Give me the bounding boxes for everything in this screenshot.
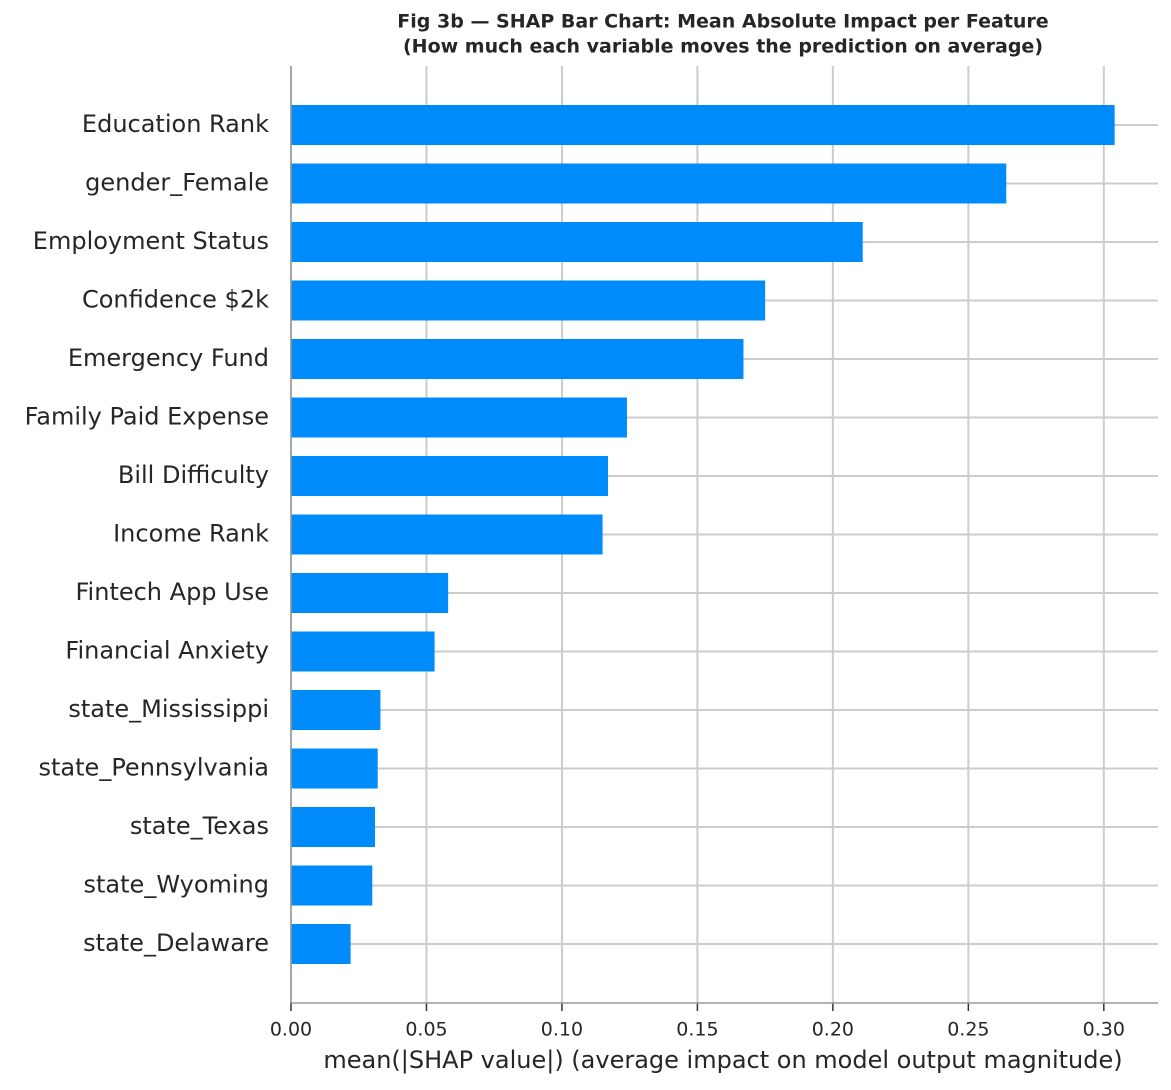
x-tick-label: 0.20: [812, 1019, 854, 1041]
y-tick-label: state_Texas: [130, 812, 269, 840]
bar: [291, 865, 373, 906]
bar: [291, 339, 744, 379]
bar: [291, 748, 378, 789]
x-tick-label: 0.05: [405, 1019, 447, 1041]
bar: [291, 163, 1007, 204]
bar: [291, 105, 1115, 145]
bar: [291, 631, 435, 672]
bar: [291, 924, 351, 964]
chart-subtitle: (How much each variable moves the predic…: [403, 36, 1043, 58]
y-tick-label: Employment Status: [33, 227, 269, 255]
bar: [291, 397, 627, 438]
y-tick-label: state_Mississippi: [68, 695, 269, 723]
y-tick-label: Income Rank: [113, 520, 269, 548]
y-tick-label: Family Paid Expense: [25, 403, 269, 431]
bar: [291, 456, 608, 496]
y-tick-label: Bill Difficulty: [118, 461, 269, 489]
x-axis-label: mean(|SHAP value|) (average impact on mo…: [323, 1046, 1122, 1074]
x-tick-label: 0.00: [270, 1019, 312, 1041]
y-tick-label: state_Pennsylvania: [39, 754, 269, 782]
x-tick-label: 0.15: [676, 1019, 718, 1041]
y-tick-label: Confidence $2k: [82, 286, 269, 314]
y-tick-label: Fintech App Use: [76, 578, 270, 606]
bar: [291, 280, 766, 321]
y-tick-label: Financial Anxiety: [65, 637, 269, 665]
y-tick-label: state_Wyoming: [84, 871, 269, 899]
x-tick-label: 0.10: [541, 1019, 583, 1041]
chart-title: Fig 3b — SHAP Bar Chart: Mean Absolute I…: [397, 11, 1048, 33]
bar: [291, 807, 375, 847]
x-tick-label: 0.30: [1083, 1019, 1125, 1041]
y-tick-label: Education Rank: [82, 110, 269, 138]
bar: [291, 690, 381, 730]
y-tick-label: gender_Female: [85, 169, 269, 197]
y-tick-label: state_Delaware: [83, 929, 269, 957]
x-tick-label: 0.25: [947, 1019, 989, 1041]
bar: [291, 222, 863, 262]
bar: [291, 514, 603, 555]
y-tick-label: Emergency Fund: [68, 344, 269, 372]
bar: [291, 573, 449, 613]
